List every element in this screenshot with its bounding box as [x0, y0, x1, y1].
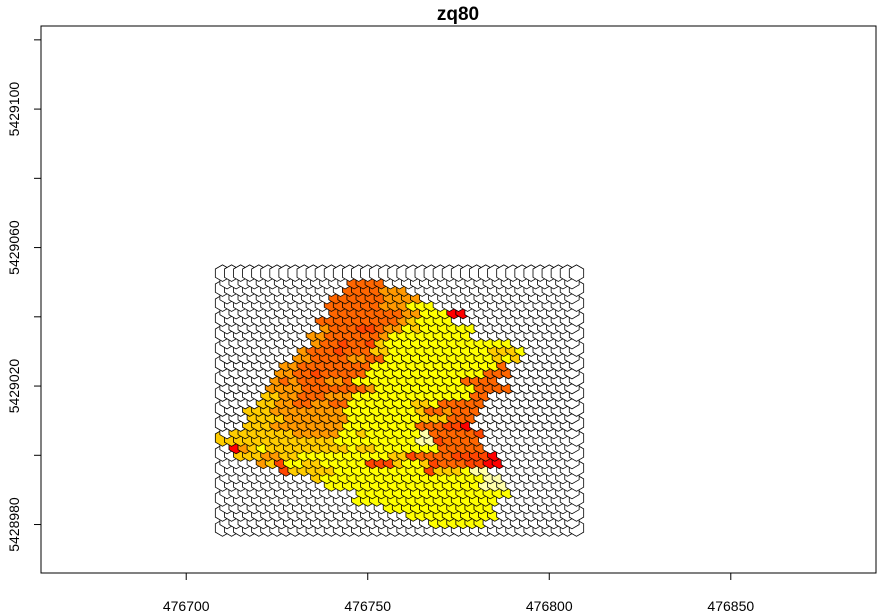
hex-cells [214, 264, 585, 537]
x-tick-label: 476850 [707, 598, 754, 614]
y-tick-label: 5429060 [6, 220, 22, 275]
y-tick-label: 5429020 [6, 359, 22, 414]
chart-title: zq80 [437, 4, 479, 25]
y-tick-label: 5428980 [6, 497, 22, 552]
x-tick-label: 476750 [344, 598, 391, 614]
plot-frame [40, 25, 877, 574]
y-axis: 5428980 5429020 5429060 5429100 [6, 39, 41, 552]
x-tick-label: 476800 [526, 598, 573, 614]
y-tick-label: 5429100 [6, 82, 22, 137]
hex-cell [568, 264, 585, 282]
x-tick-label: 476700 [163, 598, 210, 614]
x-axis: 476700 476750 476800 476850 [163, 573, 754, 614]
